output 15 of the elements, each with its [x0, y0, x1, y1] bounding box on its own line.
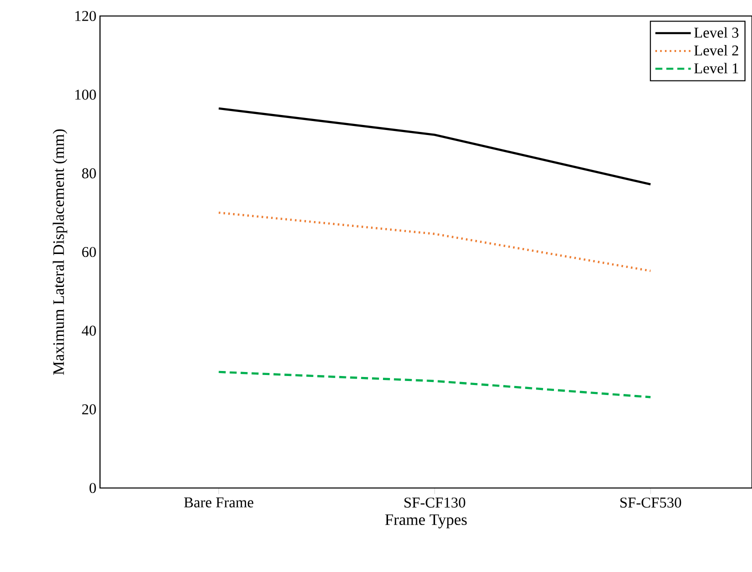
x-tick-label: SF-CF530	[620, 498, 682, 508]
x-axis-title: Frame Types	[385, 514, 467, 528]
x-tick-label: Bare Frame	[184, 498, 254, 508]
y-tick-label: 60	[82, 246, 96, 258]
y-tick-label: 100	[75, 90, 96, 100]
legend-label: Level 2	[694, 45, 738, 56]
legend-label: Level 1	[694, 62, 738, 74]
legend-label: Level 3	[694, 27, 738, 38]
y-tick-label: 80	[82, 168, 96, 178]
x-tick-label: SF-CF130	[404, 498, 466, 508]
y-tick-label: 20	[82, 404, 96, 414]
y-tick-label: 120	[75, 10, 96, 22]
y-tick-label: 0	[90, 482, 96, 494]
y-tick-label: 40	[82, 326, 96, 336]
y-axis-title: Maximum Lateral Displacement (mm)	[52, 129, 68, 375]
